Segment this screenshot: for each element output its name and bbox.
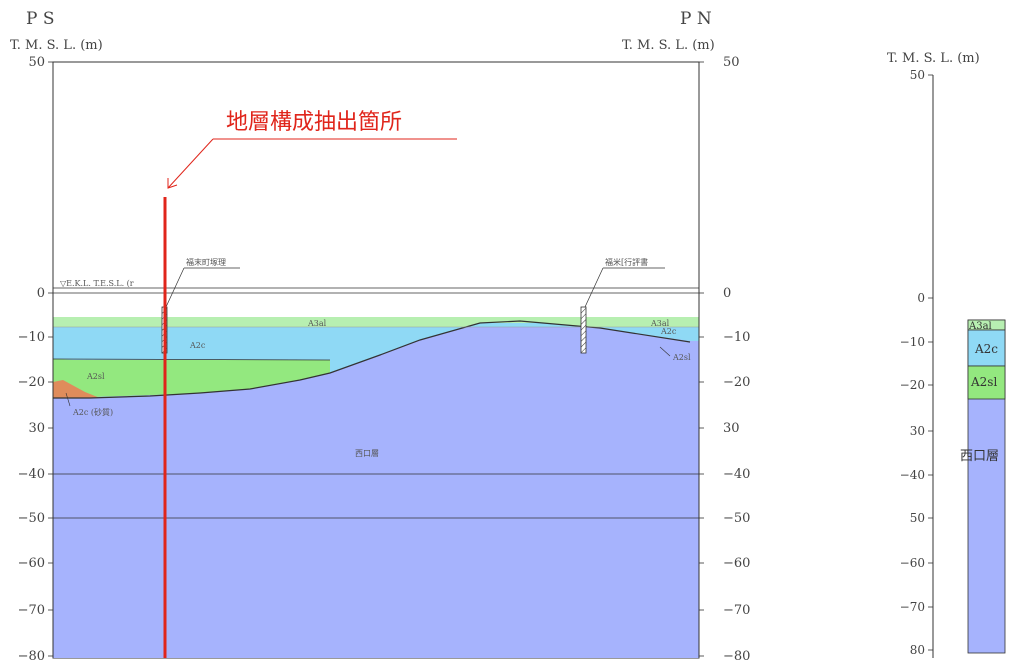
- column-axis-tick-label-4: 30: [910, 424, 925, 438]
- right-axis-tick-label-5: −40: [723, 467, 750, 482]
- ps-label: P S: [26, 9, 55, 29]
- column-label-a2sl: A2sl: [970, 375, 997, 389]
- leader-a2c-sandy: [65, 392, 71, 407]
- label-a2c-sandy: A2c (砂質): [72, 407, 113, 417]
- left-axis-tick-label-7: −60: [18, 556, 45, 571]
- label-a2c-left: A2c: [189, 341, 206, 350]
- left-axis-tick-label-6: −50: [18, 511, 45, 526]
- column-a2sl: [967, 365, 1006, 400]
- left-axis-tick-label-1: 0: [37, 286, 45, 301]
- column-axis-tick-label-1: 0: [917, 291, 925, 305]
- callout-arrow-line: [167, 138, 214, 189]
- column-label-bedrock: 西口層: [960, 449, 999, 464]
- pn-label: P N: [680, 9, 712, 29]
- column-a2c: [967, 329, 1006, 367]
- a2sl-layer-fill: [53, 360, 330, 398]
- left-axis-tick-label-4: 30: [28, 421, 45, 436]
- column-axis: 50 0 −10 −20 30 −40 50 −60 −70 80: [900, 68, 934, 658]
- column-label-a3al: A3al: [968, 321, 992, 332]
- column-axis-tick-label-7: −60: [900, 556, 925, 570]
- callout-arrow-head: [167, 178, 178, 189]
- right-axis-tick-label-1: 0: [723, 286, 731, 301]
- bedrock-boundary-line: [53, 320, 691, 399]
- left-axis-tick-label-5: −40: [18, 467, 45, 482]
- column-label-a2c: A2c: [974, 342, 998, 356]
- left-axis-tick-label-0: 50: [28, 55, 45, 70]
- right-axis-tick-label-9: −80: [723, 649, 750, 664]
- borehole-right: 福米[行評書: [580, 257, 665, 354]
- right-axis-tick-label-0: 50: [723, 55, 740, 70]
- right-axis-tick-label-3: −20: [723, 375, 750, 390]
- left-axis-tick-label-8: −70: [18, 603, 45, 618]
- right-axis-tick-label-8: −70: [723, 603, 750, 618]
- column-axis-tick-label-9: 80: [910, 643, 925, 657]
- borehole-right-label: 福米[行評書: [605, 257, 648, 267]
- axis-unit-left: T. M. S. L. (m): [10, 38, 103, 53]
- column-axis-tick-label-5: −40: [900, 468, 925, 482]
- left-axis-tick-label-2: −10: [18, 330, 45, 345]
- left-axis: 50 0 −10 −20 30 −40 −50 −60 −70 −80: [18, 55, 54, 664]
- callout-text: 地層構成抽出箇所: [226, 110, 402, 135]
- label-a2c-right-small: A2c: [660, 327, 677, 336]
- axis-unit-right: T. M. S. L. (m): [622, 38, 715, 53]
- a2sl-boundary-line: [52, 358, 331, 361]
- label-a2sl-left: A2sl: [86, 372, 105, 381]
- axis-unit-column: T. M. S. L. (m): [887, 51, 980, 66]
- borehole-left-label: 福末町塚理: [186, 257, 226, 267]
- datum-label: ▽E.K.L. T.E.S.L. (r: [60, 279, 134, 288]
- leader-a2sl-right: [659, 346, 671, 357]
- column-axis-tick-label-6: 50: [910, 511, 925, 525]
- left-axis-tick-label-9: −80: [18, 649, 45, 664]
- right-axis-tick-label-4: 30: [723, 421, 740, 436]
- label-bedrock: 西口層: [355, 449, 379, 458]
- strat-column: A3al A2c A2sl 西口層: [960, 319, 1006, 654]
- right-axis: 50 0 −10 −20 30 −40 −50 −60 −70 −80: [698, 55, 750, 664]
- right-axis-tick-label-7: −60: [723, 556, 750, 571]
- right-axis-tick-label-2: −10: [723, 330, 750, 345]
- column-axis-tick-label-8: −70: [900, 600, 925, 614]
- right-axis-tick-label-6: −50: [723, 511, 750, 526]
- column-axis-tick-label-3: −20: [900, 378, 925, 392]
- left-axis-tick-label-3: −20: [18, 375, 45, 390]
- a2c-sandy-layer: [53, 380, 100, 398]
- label-a3al-top: A3al: [307, 319, 327, 328]
- column-axis-tick-label-0: 50: [910, 68, 925, 82]
- label-a2sl-right: A2sl: [672, 353, 691, 362]
- label-a3al-right: A3al: [650, 319, 670, 328]
- a3al-layer: [53, 317, 699, 327]
- column-axis-tick-label-2: −10: [900, 335, 925, 349]
